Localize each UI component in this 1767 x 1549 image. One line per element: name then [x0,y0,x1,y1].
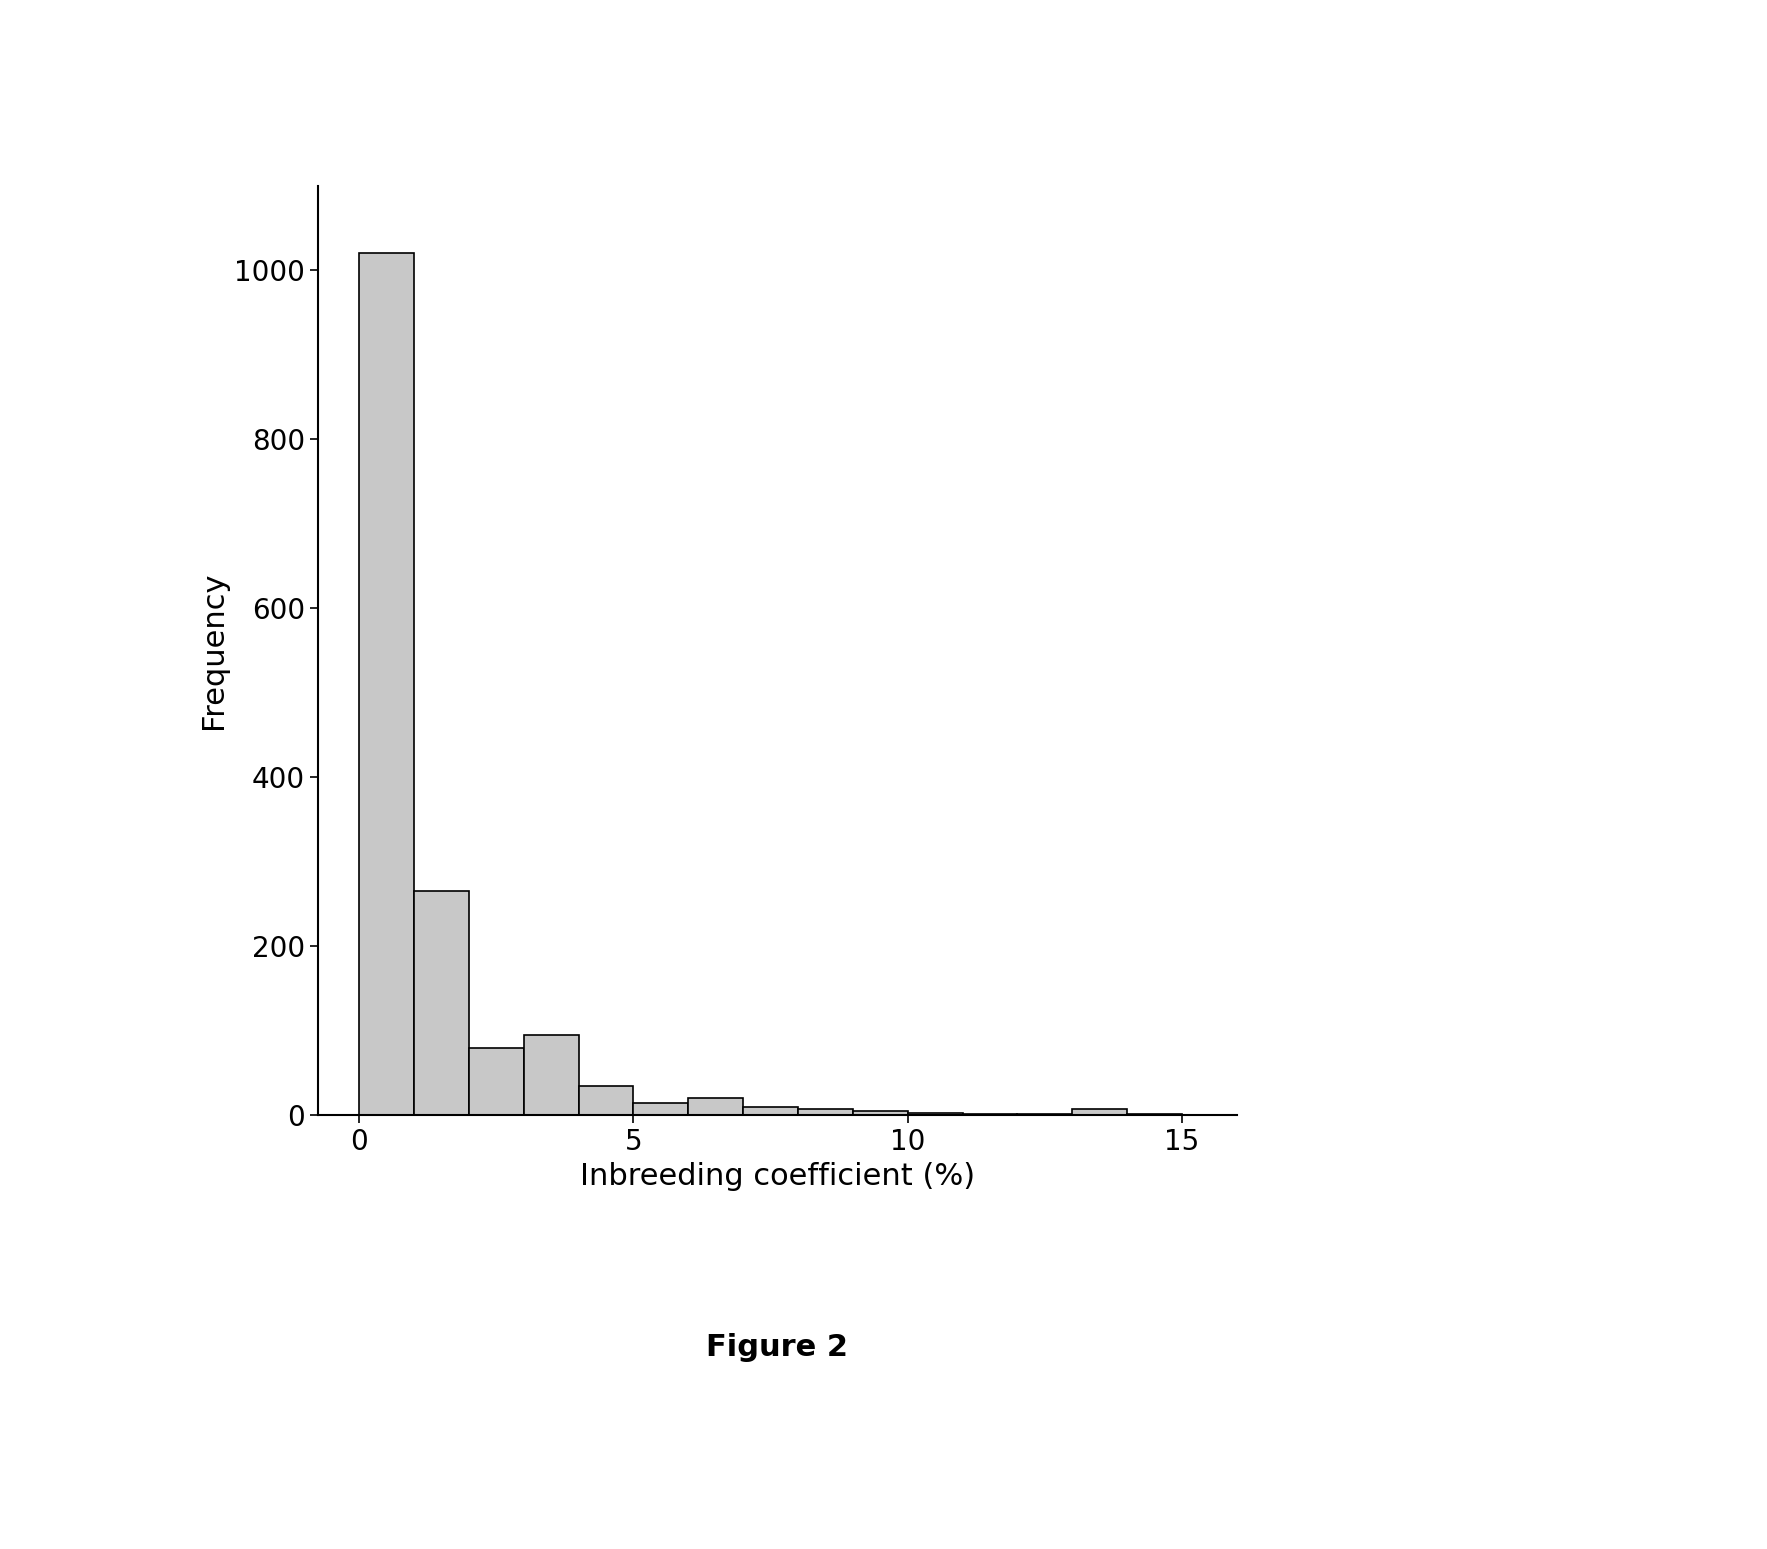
Bar [359,254,413,1115]
Bar [1073,1109,1127,1115]
Bar [799,1109,853,1115]
Bar [853,1111,908,1115]
Bar [963,1114,1018,1115]
Bar [689,1098,744,1115]
Bar [468,1047,523,1115]
Bar [578,1086,634,1115]
Bar [908,1112,963,1115]
Bar [523,1035,578,1115]
Y-axis label: Frequency: Frequency [200,572,228,730]
Bar [744,1108,799,1115]
Bar [413,891,468,1115]
Text: Figure 2: Figure 2 [707,1334,848,1362]
X-axis label: Inbreeding coefficient (%): Inbreeding coefficient (%) [580,1162,975,1191]
Bar [634,1103,689,1115]
